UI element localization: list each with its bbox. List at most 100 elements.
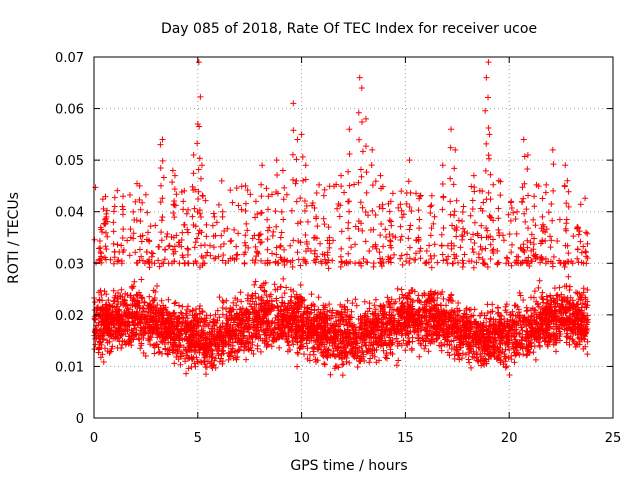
data-point [159, 136, 166, 143]
data-point [243, 356, 250, 363]
data-point [398, 233, 405, 240]
data-point [313, 189, 320, 196]
data-point [210, 210, 217, 217]
data-point [294, 249, 301, 256]
data-point [115, 257, 122, 264]
data-point [327, 321, 334, 328]
data-point [502, 346, 509, 353]
data-point [120, 193, 127, 200]
data-point [345, 168, 352, 175]
data-point [294, 349, 301, 356]
data-point [356, 74, 363, 81]
data-point [372, 212, 379, 219]
data-point [245, 346, 252, 353]
data-point [573, 289, 580, 296]
data-point [456, 356, 463, 363]
data-point [273, 223, 280, 230]
data-point [311, 307, 318, 314]
data-point [462, 351, 469, 358]
data-point [417, 245, 424, 252]
data-point [434, 290, 441, 297]
data-point [403, 340, 410, 347]
data-point [346, 235, 353, 242]
data-point [453, 233, 460, 240]
data-point [389, 190, 396, 197]
data-point [523, 308, 530, 315]
data-point [158, 229, 165, 236]
data-point [241, 239, 248, 246]
data-point [336, 213, 343, 220]
data-point [371, 302, 378, 309]
data-point [355, 109, 362, 116]
data-point [407, 189, 414, 196]
data-point [110, 298, 117, 305]
data-point [361, 312, 368, 319]
data-point [227, 304, 234, 311]
data-point [252, 198, 259, 205]
data-point [264, 227, 271, 234]
data-point [346, 182, 353, 189]
data-point [358, 173, 365, 180]
data-point [465, 356, 472, 363]
data-point [201, 242, 208, 249]
data-point [525, 254, 532, 261]
data-point [517, 292, 524, 299]
data-point [130, 208, 137, 215]
data-point [203, 221, 210, 228]
data-point [280, 216, 287, 223]
data-point [171, 186, 178, 193]
data-point [261, 331, 268, 338]
data-point [110, 240, 117, 247]
data-point [455, 217, 462, 224]
data-point [561, 326, 568, 333]
data-point [219, 297, 226, 304]
data-point [542, 189, 549, 196]
data-point [137, 345, 144, 352]
data-point [138, 276, 145, 283]
data-point [428, 192, 435, 199]
data-point [443, 302, 450, 309]
data-point [397, 223, 404, 230]
data-point [202, 197, 209, 204]
data-point [195, 166, 202, 173]
data-point [114, 344, 121, 351]
data-point [468, 364, 475, 371]
data-point [431, 241, 438, 248]
data-point [428, 264, 435, 271]
data-point [398, 188, 405, 195]
data-point [380, 347, 387, 354]
data-point [194, 140, 201, 147]
data-point [377, 172, 384, 179]
data-point [417, 255, 424, 262]
data-point [490, 246, 497, 253]
data-point [367, 355, 374, 362]
data-point [369, 207, 376, 214]
data-point [178, 320, 185, 327]
data-point [197, 303, 204, 310]
data-point [268, 298, 275, 305]
data-point [254, 249, 261, 256]
data-point [173, 191, 180, 198]
data-point [411, 327, 418, 334]
data-point [469, 206, 476, 213]
data-point [192, 363, 199, 370]
data-point [408, 345, 415, 352]
data-point [460, 260, 467, 267]
data-point [393, 362, 400, 369]
data-point [362, 143, 369, 150]
data-point [148, 253, 155, 260]
data-point [550, 253, 557, 260]
data-point [406, 244, 413, 251]
data-point [111, 248, 118, 255]
data-point [303, 260, 310, 267]
data-point [466, 359, 473, 366]
data-point [321, 221, 328, 228]
data-point [92, 184, 99, 191]
data-point [424, 332, 431, 339]
data-point [388, 296, 395, 303]
data-point [405, 235, 412, 242]
data-point [339, 361, 346, 368]
data-point [214, 307, 221, 314]
data-point [345, 250, 352, 257]
